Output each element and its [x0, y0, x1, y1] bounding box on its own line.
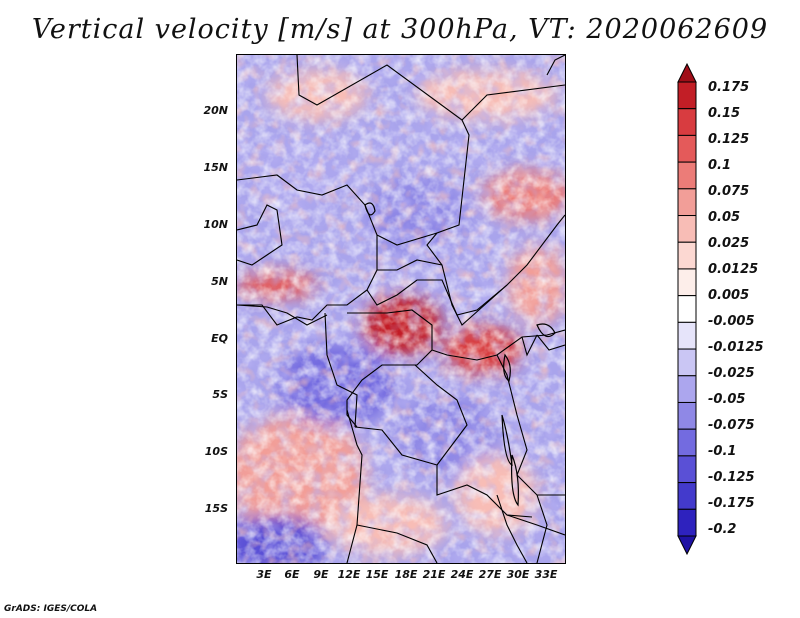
- colorbar-swatch: [677, 508, 697, 537]
- colorbar: [677, 62, 697, 556]
- colorbar-swatch: [677, 348, 697, 377]
- colorbar-swatch: [677, 188, 697, 217]
- lon-label-33e: 33E: [534, 568, 558, 581]
- colorbar-swatch: [677, 81, 697, 110]
- colorbar-swatch: [677, 161, 697, 190]
- lat-label-20n: 20N: [203, 104, 228, 117]
- colorbar-swatch: [677, 295, 697, 323]
- lakes: [364, 202, 556, 507]
- colorbar-label: 0.175: [708, 80, 750, 95]
- colorbar-label: -0.1: [708, 444, 737, 459]
- colorbar-swatch: [677, 375, 697, 403]
- colorbar-label: 0.025: [708, 236, 750, 251]
- colorbar-swatch: [677, 482, 697, 510]
- colorbar-label: -0.005: [708, 314, 755, 329]
- colorbar-swatch: [677, 321, 697, 350]
- colorbar-label: 0.05: [708, 210, 741, 225]
- lat-label-10s: 10S: [204, 445, 228, 458]
- colorbar-label: -0.0125: [708, 340, 764, 355]
- lon-label-15e: 15E: [365, 568, 389, 581]
- colorbar-label: -0.075: [708, 418, 755, 433]
- lon-label-3e: 3E: [256, 568, 272, 581]
- lon-label-12e: 12E: [337, 568, 361, 581]
- grads-credit: GrADS: IGES/COLA: [4, 604, 98, 614]
- lon-label-21e: 21E: [422, 568, 446, 581]
- colorbar-label: 0.1: [708, 158, 732, 173]
- lat-label-eq: EQ: [211, 332, 228, 345]
- white-contours: [237, 55, 565, 563]
- colorbar-label: 0.15: [708, 106, 741, 121]
- colorbar-label: -0.175: [708, 496, 755, 511]
- colorbar-swatch: [677, 535, 697, 556]
- colorbar-label: -0.2: [708, 522, 737, 537]
- colorbar-swatch: [677, 428, 697, 457]
- lat-label-10n: 10N: [203, 218, 228, 231]
- colorbar-label: 0.075: [708, 184, 750, 199]
- colorbar-swatch: [677, 62, 697, 83]
- lon-label-18e: 18E: [394, 568, 418, 581]
- lon-label-6e: 6E: [284, 568, 300, 581]
- map-title: Vertical velocity [m/s] at 300hPa, VT: 2…: [31, 14, 769, 45]
- colorbar-swatch: [677, 108, 697, 136]
- colorbar-label: -0.05: [708, 392, 746, 407]
- colorbar-swatch: [677, 455, 697, 484]
- colorbar-label: -0.125: [708, 470, 755, 485]
- lat-label-15s: 15S: [204, 502, 228, 515]
- colorbar-label: 0.125: [708, 132, 750, 147]
- colorbar-swatch: [677, 268, 697, 297]
- colorbar-swatch: [677, 215, 697, 243]
- lon-label-24e: 24E: [450, 568, 474, 581]
- lon-label-30e: 30E: [506, 568, 530, 581]
- lon-label-27e: 27E: [478, 568, 502, 581]
- lon-label-9e: 9E: [313, 568, 329, 581]
- colorbar-label: 0.005: [708, 288, 750, 303]
- vertical-velocity-map: [236, 54, 566, 564]
- borders: [237, 55, 565, 563]
- lat-label-5n: 5N: [211, 275, 228, 288]
- colorbar-swatch: [677, 241, 697, 270]
- colorbar-label: -0.025: [708, 366, 755, 381]
- colorbar-swatch: [677, 401, 697, 430]
- colorbar-swatch: [677, 134, 697, 163]
- lat-label-15n: 15N: [203, 161, 228, 174]
- colorbar-label: 0.0125: [708, 262, 759, 277]
- lat-label-5s: 5S: [212, 388, 228, 401]
